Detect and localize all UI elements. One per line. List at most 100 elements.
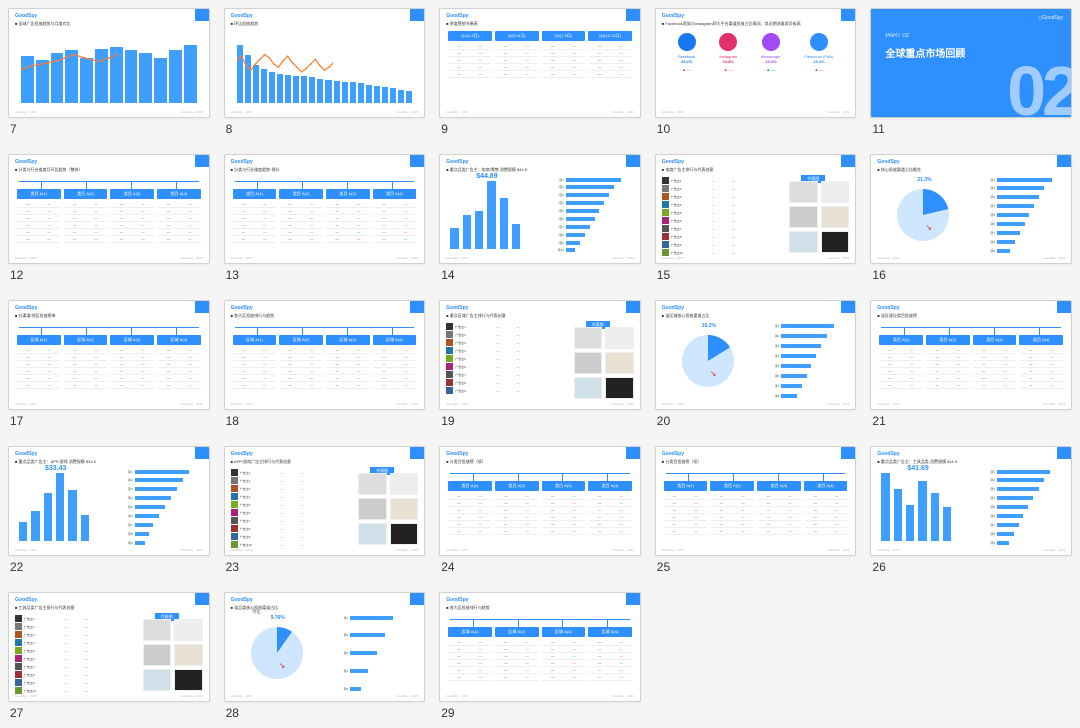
thumbnail-cell[interactable]: GoodSpy■ 该区域核心投放渠道占比GoodSpy · 2023GoodSp… bbox=[655, 300, 857, 428]
slide-thumbnail[interactable]: GoodSpy■ 各大区投放排行与趋势GoodSpy · 2023GoodSpy… bbox=[439, 592, 641, 702]
slide-thumbnail[interactable]: GoodSpy■ 分类与行业维度月环比趋势（整体）GoodSpy · 2023G… bbox=[8, 154, 210, 264]
thumb-icon bbox=[231, 493, 238, 500]
list-item: 广告主7—— bbox=[446, 371, 534, 378]
hbar-list: 项1项2项3项4项5项6项7项8项9 bbox=[111, 469, 201, 545]
slide-thumbnail[interactable]: GoodSpy■ Facebook家族与Instagram四大平台渠道投放占比情… bbox=[655, 8, 857, 118]
thumb-icon bbox=[231, 517, 238, 524]
slide-thumbnail[interactable]: GoodSpy■ 分渠道/地区投放榜单GoodSpy · 2023GoodSpy… bbox=[8, 300, 210, 410]
slide-number: 12 bbox=[8, 268, 210, 282]
thumbnail-cell[interactable]: GoodSpy■ 分类与行业维度趋势·细分GoodSpy · 2023GoodS… bbox=[224, 154, 426, 282]
bar bbox=[51, 53, 64, 103]
thumbnail-cell[interactable]: GoodSpy■ 重点品类广告主：APP/游戏 消费规模 $33.KGoodSp… bbox=[8, 446, 210, 574]
slide-thumbnail[interactable]: GoodSpy■ 工具品类广告主排行与代表创意GoodSpy · 2023Goo… bbox=[8, 592, 210, 702]
slide-thumbnail[interactable]: GoodSpy■ 该区域分类目投放榜GoodSpy · 2023GoodSpy … bbox=[870, 300, 1072, 410]
slide-thumbnail[interactable]: GoodSpy■ APP/游戏广告主排行与代表创意GoodSpy · 2023G… bbox=[224, 446, 426, 556]
thumbnail-cell[interactable]: GoodSpy■ 分类目投放榜（续）GoodSpy · 2023GoodSpy … bbox=[655, 446, 857, 574]
thumbnail-cell[interactable]: GoodSpy■ APP/游戏广告主排行与代表创意GoodSpy · 2023G… bbox=[224, 446, 426, 574]
creative-tile bbox=[143, 669, 172, 691]
corner-badge bbox=[626, 155, 640, 167]
bar bbox=[36, 60, 49, 104]
footer-left: GoodSpy · 2023 bbox=[231, 548, 253, 552]
thumbnail-cell[interactable]: GoodSpy■ 分渠道/地区投放榜单GoodSpy · 2023GoodSpy… bbox=[8, 300, 210, 428]
thumbnail-cell[interactable]: GoodSpy■ 该品类核心投放渠道占比GoodSpy · 2023GoodSp… bbox=[224, 592, 426, 720]
list-item: 广告主2—— bbox=[446, 331, 534, 338]
brand-logo: GoodSpy bbox=[877, 451, 899, 457]
thumbnail-cell[interactable]: GoodSpy■ 该区域分类目投放榜GoodSpy · 2023GoodSpy … bbox=[870, 300, 1072, 428]
thumb-icon bbox=[231, 501, 238, 508]
thumbnail-cell[interactable]: GoodSpy■ 核心投放渠道占比概览GoodSpy · 2023GoodSpy… bbox=[870, 154, 1072, 282]
bar bbox=[245, 55, 251, 103]
thumbnail-cell[interactable]: GoodSpy■ 全球广告投放趋势与月度对比GoodSpy · 2023Good… bbox=[8, 8, 210, 136]
slide-thumbnail[interactable]: GoodSpy■ 分类与行业维度趋势·细分GoodSpy · 2023GoodS… bbox=[224, 154, 426, 264]
hbar-list: 项1项2项3项4项5项6项7项8项9 bbox=[973, 177, 1063, 253]
thumb-icon bbox=[446, 363, 453, 370]
slide-thumbnail[interactable]: GoodSpy■ 该品类核心投放渠道占比GoodSpy · 2023GoodSp… bbox=[224, 592, 426, 702]
list-item: 广告主1—— bbox=[662, 177, 750, 184]
corner-badge bbox=[410, 593, 424, 605]
slide-thumbnail[interactable]: GoodSpy■ 季度营销节奏表GoodSpy · 2023GoodSpy · … bbox=[439, 8, 641, 118]
quarter-pill: Q1(1-3月) bbox=[448, 31, 492, 41]
bar bbox=[65, 50, 78, 103]
corner-badge bbox=[410, 9, 424, 21]
slide-thumbnail[interactable]: GoodSpy■ 电商广告主排行与代表创意GoodSpy · 2023GoodS… bbox=[655, 154, 857, 264]
brand-logo: GoodSpy bbox=[446, 159, 468, 165]
thumb-icon bbox=[15, 671, 22, 678]
slide-thumbnail[interactable]: GoodSpy■ 重点品类广告主：工具品类 消费规模 $41.KGoodSpy … bbox=[870, 446, 1072, 556]
pie-chart bbox=[897, 189, 949, 241]
thumbnail-cell[interactable]: GoodSpy■ Facebook家族与Instagram四大平台渠道投放占比情… bbox=[655, 8, 857, 136]
thumbnail-cell[interactable]: GoodSpy■ 各大区投放排行与趋势GoodSpy · 2023GoodSpy… bbox=[439, 592, 641, 720]
slide-thumbnail[interactable]: GoodSpy■ 环比投放趋势GoodSpy · 2023GoodSpy · 2… bbox=[224, 8, 426, 118]
thumbnail-cell[interactable]: GoodSpy■ 季度营销节奏表GoodSpy · 2023GoodSpy · … bbox=[439, 8, 641, 136]
thumbnail-cell[interactable]: GoodSpy■ 环比投放趋势GoodSpy · 2023GoodSpy · 2… bbox=[224, 8, 426, 136]
brand-logo: GoodSpy bbox=[231, 451, 253, 457]
slide-title: ■ 全球广告投放趋势与月度对比 bbox=[15, 21, 189, 27]
slide-thumbnail[interactable]: GoodSpy■ 重点区域广告主排行与代表创意GoodSpy · 2023Goo… bbox=[439, 300, 641, 410]
hbar-list: 项1项2项3项4项5 bbox=[326, 615, 416, 691]
thumbnail-cell[interactable]: GoodSpy■ 重点品类广告主：工具品类 消费规模 $41.KGoodSpy … bbox=[870, 446, 1072, 574]
creative-tile bbox=[143, 619, 172, 641]
section-number: 02 bbox=[1007, 51, 1072, 118]
slide-thumbnail[interactable]: ◇GoodSpyPART 02全球重点市场回顾02 bbox=[870, 8, 1072, 118]
corner-badge bbox=[626, 301, 640, 313]
slide-number: 28 bbox=[224, 706, 426, 720]
list-item: 广告主8—— bbox=[231, 525, 319, 532]
headline-value: $41.69 bbox=[907, 465, 928, 472]
slide-thumbnail[interactable]: GoodSpy■ 分类目投放榜（续）GoodSpy · 2023GoodSpy … bbox=[439, 446, 641, 556]
slide-thumbnail[interactable]: GoodSpy■ 核心投放渠道占比概览GoodSpy · 2023GoodSpy… bbox=[870, 154, 1072, 264]
thumbnail-cell[interactable]: GoodSpy■ 分类目投放榜（续）GoodSpy · 2023GoodSpy … bbox=[439, 446, 641, 574]
thumbnail-cell[interactable]: GoodSpy■ 重点品类广告主：电商/零售 消费规模 $44.KGoodSpy… bbox=[439, 154, 641, 282]
thumbnail-cell[interactable]: GoodSpy■ 电商广告主排行与代表创意GoodSpy · 2023GoodS… bbox=[655, 154, 857, 282]
list-item: 广告主4—— bbox=[15, 639, 103, 646]
bar bbox=[382, 87, 388, 103]
footer-left: GoodSpy · 2023 bbox=[446, 256, 468, 260]
slide-thumbnail[interactable]: GoodSpy■ 各大区投放排行与趋势GoodSpy · 2023GoodSpy… bbox=[224, 300, 426, 410]
slide-thumbnail[interactable]: GoodSpy■ 分类目投放榜（续）GoodSpy · 2023GoodSpy … bbox=[655, 446, 857, 556]
thumbnail-cell[interactable]: GoodSpy■ 重点区域广告主排行与代表创意GoodSpy · 2023Goo… bbox=[439, 300, 641, 428]
thumbnail-cell[interactable]: ◇GoodSpyPART 02全球重点市场回顾0211 bbox=[870, 8, 1072, 136]
thumbnail-cell[interactable]: GoodSpy■ 各大区投放排行与趋势GoodSpy · 2023GoodSpy… bbox=[224, 300, 426, 428]
creative-tile bbox=[605, 327, 634, 349]
list-item: 广告主1—— bbox=[15, 615, 103, 622]
thumb-icon bbox=[662, 185, 669, 192]
slide-number: 8 bbox=[224, 122, 426, 136]
pie-percent: 16.2% bbox=[702, 323, 716, 329]
creative-tile bbox=[821, 181, 850, 203]
thumbnail-cell[interactable]: GoodSpy■ 分类与行业维度月环比趋势（整体）GoodSpy · 2023G… bbox=[8, 154, 210, 282]
creative-tiles bbox=[789, 181, 849, 253]
thumb-icon bbox=[15, 655, 22, 662]
slide-thumbnail[interactable]: GoodSpy■ 该区域核心投放渠道占比GoodSpy · 2023GoodSp… bbox=[655, 300, 857, 410]
header-row: 类目 A(1)类目 A(2)类目 A(3)类目 A(4) bbox=[233, 189, 417, 199]
list-item: 广告主5—— bbox=[231, 501, 319, 508]
thumb-icon bbox=[662, 177, 669, 184]
slide-title: ■ 该区域分类目投放榜 bbox=[877, 313, 1051, 319]
footer-left: GoodSpy · 2023 bbox=[446, 548, 468, 552]
slide-thumbnail[interactable]: GoodSpy■ 全球广告投放趋势与月度对比GoodSpy · 2023Good… bbox=[8, 8, 210, 118]
data-columns: ————————————————————————————————————————… bbox=[233, 347, 417, 399]
slide-title: ■ 重点区域广告主排行与代表创意 bbox=[446, 313, 620, 319]
slide-thumbnail[interactable]: GoodSpy■ 重点品类广告主：电商/零售 消费规模 $44.KGoodSpy… bbox=[439, 154, 641, 264]
slide-thumbnail[interactable]: GoodSpy■ 重点品类广告主：APP/游戏 消费规模 $33.KGoodSp… bbox=[8, 446, 210, 556]
thumb-icon bbox=[662, 225, 669, 232]
thumb-icon bbox=[662, 209, 669, 216]
list-item: 广告主4—— bbox=[446, 347, 534, 354]
thumbnail-cell[interactable]: GoodSpy■ 工具品类广告主排行与代表创意GoodSpy · 2023Goo… bbox=[8, 592, 210, 720]
